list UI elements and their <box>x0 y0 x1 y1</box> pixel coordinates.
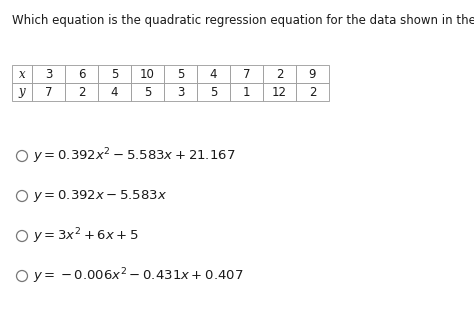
Bar <box>164 65 197 83</box>
Text: 5: 5 <box>111 67 118 80</box>
Text: 2: 2 <box>309 86 316 98</box>
Text: 7: 7 <box>45 86 52 98</box>
Bar <box>65 83 98 101</box>
Bar <box>263 65 296 83</box>
Text: Which equation is the quadratic regression equation for the data shown in the ta: Which equation is the quadratic regressi… <box>12 14 474 27</box>
Bar <box>296 65 329 83</box>
Bar <box>32 83 65 101</box>
Text: 3: 3 <box>45 67 52 80</box>
Text: $y = 0.392x^2 - 5.583x + 21.167$: $y = 0.392x^2 - 5.583x + 21.167$ <box>34 146 236 166</box>
Bar <box>296 83 329 101</box>
Text: x: x <box>18 67 25 80</box>
Text: 3: 3 <box>177 86 184 98</box>
Bar <box>230 83 263 101</box>
Bar <box>131 83 164 101</box>
Bar <box>98 65 131 83</box>
Bar <box>12 65 32 83</box>
Bar <box>98 83 131 101</box>
Bar <box>197 65 230 83</box>
Bar <box>263 83 296 101</box>
Bar <box>65 65 98 83</box>
Text: 4: 4 <box>210 67 217 80</box>
Text: $y = 3x^2 + 6x + 5$: $y = 3x^2 + 6x + 5$ <box>34 226 139 246</box>
Text: 9: 9 <box>309 67 316 80</box>
Bar <box>164 83 197 101</box>
Text: 2: 2 <box>276 67 283 80</box>
Text: 10: 10 <box>140 67 155 80</box>
Bar <box>32 65 65 83</box>
Text: $y = -0.006x^2 - 0.431x + 0.407$: $y = -0.006x^2 - 0.431x + 0.407$ <box>34 266 244 286</box>
Text: 5: 5 <box>144 86 151 98</box>
Text: 5: 5 <box>177 67 184 80</box>
Bar <box>230 65 263 83</box>
Text: 2: 2 <box>78 86 85 98</box>
Text: y: y <box>18 86 25 98</box>
Bar <box>12 83 32 101</box>
Text: 1: 1 <box>243 86 250 98</box>
Text: 5: 5 <box>210 86 217 98</box>
Text: 7: 7 <box>243 67 250 80</box>
Bar <box>197 83 230 101</box>
Text: 12: 12 <box>272 86 287 98</box>
Text: 6: 6 <box>78 67 85 80</box>
Text: $y = 0.392x - 5.583x$: $y = 0.392x - 5.583x$ <box>34 188 168 204</box>
Text: 4: 4 <box>111 86 118 98</box>
Bar <box>131 65 164 83</box>
